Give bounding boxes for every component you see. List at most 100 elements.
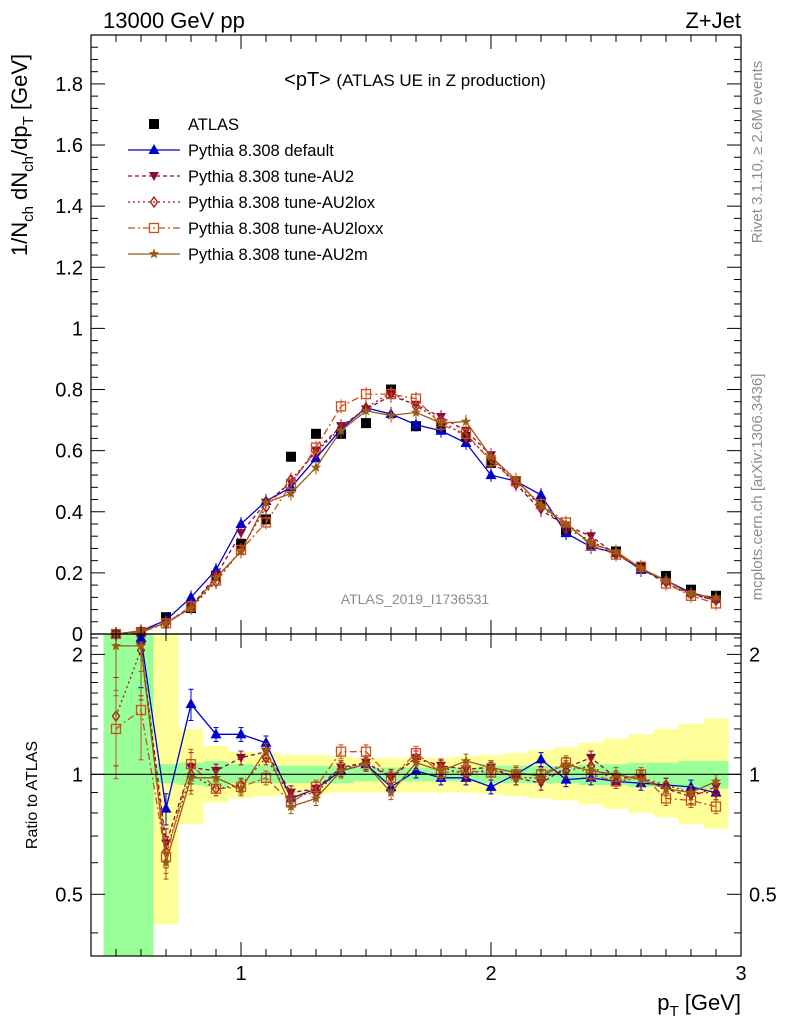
main-y-tick-label: 0.2: [55, 563, 83, 585]
ratio-data-point: [461, 768, 471, 781]
data-point: [410, 393, 422, 404]
legend-marker: [148, 222, 160, 234]
ratio-data-point: [710, 775, 722, 786]
ratio-data-point: [335, 746, 347, 757]
ratio-data-point: [260, 772, 272, 783]
ratio-y-tick-label-right: 2: [749, 644, 760, 666]
label-part: ch: [20, 156, 37, 172]
data-point: [310, 461, 322, 472]
label-part: dN: [7, 172, 32, 206]
label-part: [GeV]: [679, 990, 741, 1015]
analysis-id: ATLAS_2019_I1736531: [341, 591, 490, 607]
ratio-data-point: [210, 728, 222, 739]
ratio-data-point: [110, 640, 122, 651]
main-y-tick-label: 0.8: [55, 380, 83, 402]
main-y-tick-label: 0.4: [55, 502, 83, 524]
data-point: [710, 591, 722, 602]
ratio-data-point: [585, 765, 597, 776]
data-point: [285, 487, 297, 498]
label-part: T: [669, 1003, 678, 1020]
data-point: [160, 617, 172, 628]
data-point: [235, 546, 247, 556]
data-point: [435, 417, 447, 428]
data-point: [185, 602, 197, 613]
ratio-data-point: [685, 787, 697, 797]
legend-label: Pythia 8.308 tune-AU2: [188, 168, 354, 186]
ratio-data-point: [385, 787, 397, 797]
main-y-tick-label: 0: [72, 624, 83, 646]
legend-marker: [149, 119, 159, 129]
data-point: [385, 410, 397, 420]
label-part: 1/N: [7, 222, 32, 256]
data-point: [311, 428, 321, 439]
ratio-data-point: [635, 774, 647, 785]
ratio-data-point: [660, 783, 672, 794]
main-y-tick-label: 1: [72, 318, 83, 340]
ratio-data-point: [485, 780, 497, 791]
ratio-data-point: [160, 857, 172, 868]
ratio-data-point: [485, 762, 497, 772]
data-point: [410, 406, 422, 417]
main-y-tick-label: 1.2: [55, 257, 83, 279]
ratio-y-tick-label-left: 0.5: [55, 884, 83, 906]
data-point: [410, 418, 422, 429]
x-tick-label: 1: [235, 963, 246, 985]
ratio-data-point: [360, 758, 372, 769]
ratio-ylabel: Ratio to ATLAS: [24, 741, 41, 849]
header-left: 13000 GeV pp: [103, 8, 245, 33]
ratio-data-point: [360, 746, 372, 757]
data-point: [361, 418, 371, 429]
data-point: [560, 518, 572, 529]
ratio-data-point: [560, 758, 572, 769]
data-point: [510, 474, 522, 485]
ratio-data-point: [710, 801, 722, 812]
axes-group: 0 0.2 0.4 0.6 0.8 1 1.2 1.4 1.6 1.8 1 2 3 0.5 0.5 1 1 2 2: [55, 34, 777, 985]
data-point: [236, 529, 246, 539]
ratio-data-point: [135, 640, 147, 651]
data-point: [185, 591, 197, 602]
data-point: [310, 442, 322, 453]
ratio-y-tick-label-left: 2: [72, 644, 83, 666]
rivet-label: Rivet 3.1.10, ≥ 2.6M events: [749, 61, 766, 244]
main-ylabel: 1/Nch​ dNch​/dpT​ [GeV]: [7, 54, 37, 256]
data-point: [460, 416, 472, 426]
main-title: <pT> (ATLAS UE in Z production): [284, 69, 546, 91]
ratio-data-point: [460, 755, 472, 766]
data-point: [685, 588, 697, 599]
data-point: [460, 428, 472, 439]
legend-entry-0: ATLAS: [149, 116, 239, 134]
ratio-data-point: [535, 770, 547, 781]
label-part: T: [20, 116, 37, 125]
legend-label: Pythia 8.308 tune-AU2loxx: [188, 220, 384, 238]
data-point: [585, 538, 597, 549]
ratio-data-point: [236, 753, 246, 763]
label-part: ch: [20, 206, 37, 222]
data-point: [235, 517, 247, 528]
data-point: [286, 451, 296, 462]
data-point: [360, 405, 372, 416]
ratio-y-tick-label-right: 1: [749, 764, 760, 786]
data-point: [485, 469, 497, 480]
data-point: [660, 575, 672, 585]
data-point: [610, 546, 622, 556]
ratio-data-point: [260, 744, 272, 755]
ratio-uncertainty-bands: [103, 634, 729, 956]
legend-label: ATLAS: [188, 116, 239, 134]
data-point: [485, 451, 497, 462]
legend-label: Pythia 8.308 tune-AU2m: [188, 246, 368, 264]
legend-entry-3: Pythia 8.308 tune-AU2lox: [128, 194, 376, 212]
ratio-data-point: [435, 765, 447, 776]
legend-entry-5: Pythia 8.308 tune-AU2m: [128, 246, 368, 264]
main-y-tick-label: 1.6: [55, 135, 83, 157]
ratio-data-point: [711, 786, 721, 799]
ratio-data-point: [535, 753, 547, 764]
label-part: /dp: [7, 125, 32, 156]
ratio-y-tick-label-right: 0.5: [749, 884, 777, 906]
header-right: Z+Jet: [685, 8, 741, 33]
legend: ATLAS Pythia 8.308 default Pythia 8.308 tu…: [128, 116, 384, 264]
legend-entry-1: Pythia 8.308 default: [128, 142, 334, 160]
ratio-data-point: [185, 772, 197, 783]
ratio-data-point: [335, 765, 347, 776]
ratio-data-point: [185, 698, 197, 709]
